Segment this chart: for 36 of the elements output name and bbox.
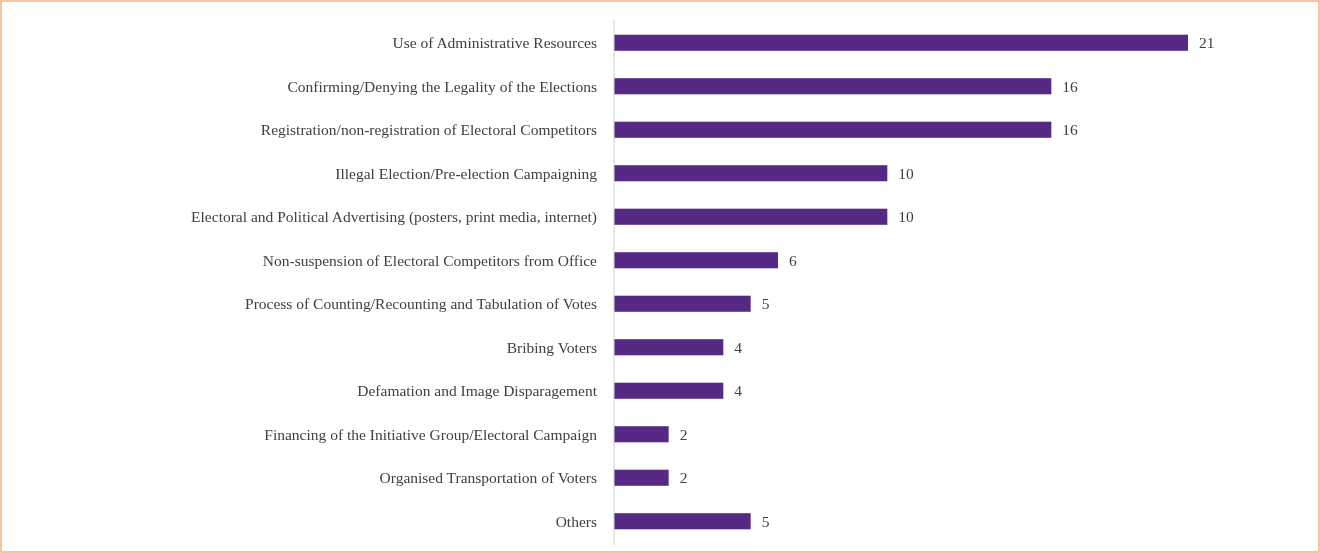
bar	[614, 121, 1052, 138]
data-label: 2	[679, 469, 688, 487]
bar	[614, 165, 888, 182]
data-label: 10	[898, 164, 915, 182]
data-label: 10	[898, 208, 915, 226]
data-label: 16	[1062, 121, 1079, 139]
data-label: 5	[761, 512, 770, 530]
bar	[614, 208, 888, 225]
y-tick-label: Illegal Election/Pre-election Campaigning	[335, 164, 598, 182]
y-tick-label: Organised Transportation of Voters	[379, 469, 597, 487]
data-label: 16	[1062, 77, 1079, 95]
y-tick-label: Others	[555, 512, 597, 530]
y-tick-label: Bribing Voters	[506, 338, 597, 356]
y-tick-label: Electoral and Political Advertising (posters, print media, internet)	[191, 208, 597, 227]
data-label: 2	[679, 425, 688, 443]
bar	[614, 469, 669, 486]
data-label: 5	[761, 295, 770, 313]
y-tick-label: Use of Administrative Resources	[392, 34, 597, 52]
data-label: 21	[1199, 34, 1215, 52]
y-tick-label: Defamation and Image Disparagement	[357, 382, 598, 400]
bar	[614, 339, 724, 356]
bar	[614, 295, 751, 312]
bar	[614, 426, 669, 443]
data-label: 6	[789, 251, 797, 269]
bar	[614, 382, 724, 399]
bar	[614, 513, 751, 530]
y-tick-label: Financing of the Initiative Group/Electoral Campaign	[264, 425, 598, 443]
bar	[614, 34, 1188, 51]
y-tick-label: Confirming/Denying the Legality of the Elections	[287, 77, 597, 95]
y-tick-label: Process of Counting/Recounting and Tabulation of Votes	[245, 295, 597, 313]
bar	[614, 252, 778, 269]
data-label: 4	[734, 382, 743, 400]
y-tick-label: Registration/non-registration of Electoral Competitors	[260, 121, 597, 139]
bar	[614, 78, 1052, 95]
y-tick-label: Non-suspension of Electoral Competitors from Office	[262, 251, 598, 269]
data-label: 4	[734, 338, 743, 356]
